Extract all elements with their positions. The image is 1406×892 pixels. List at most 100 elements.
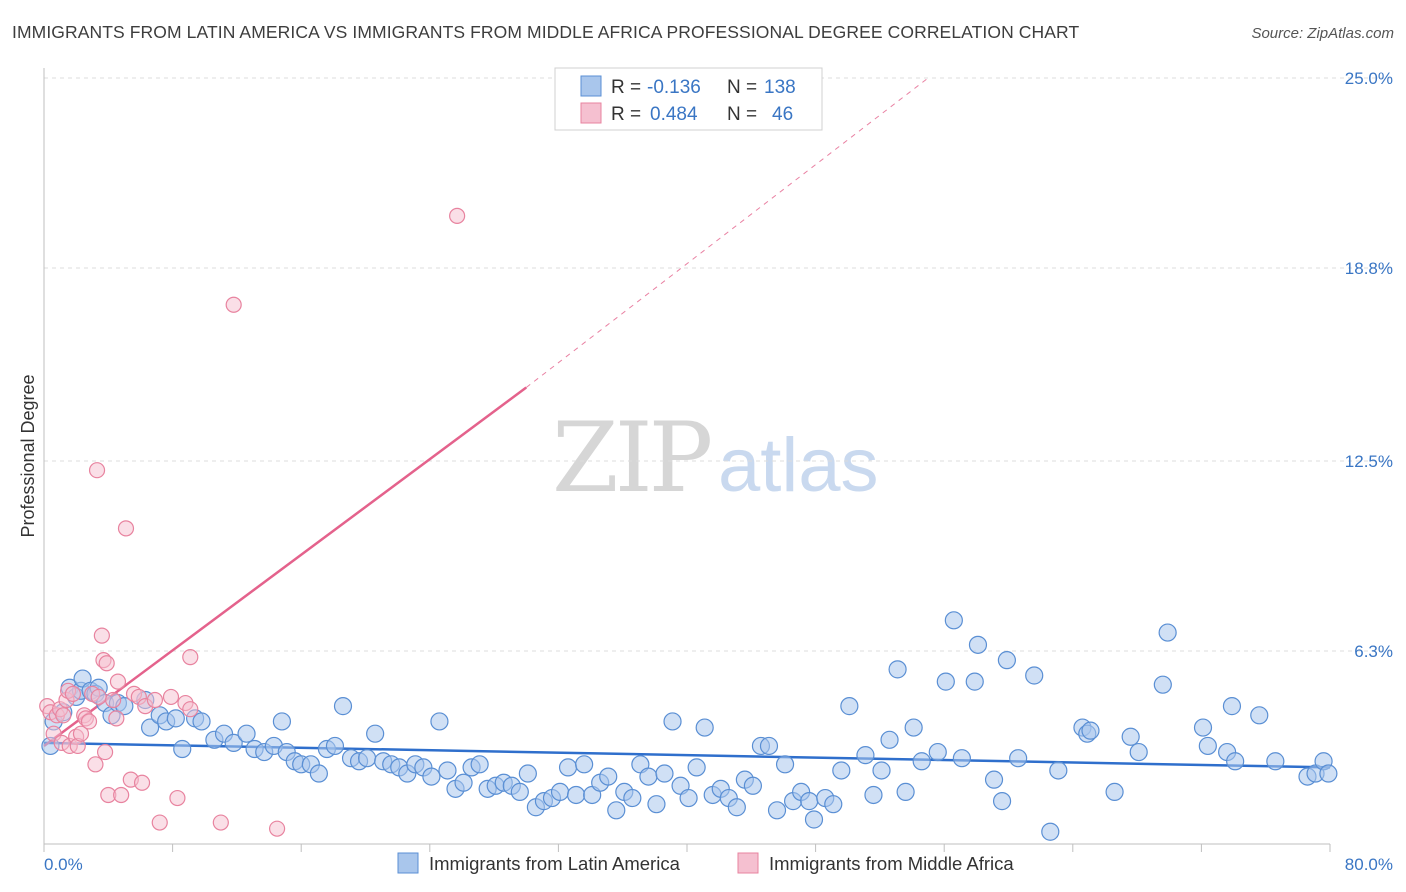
point-middle-africa-21 xyxy=(93,627,110,644)
point-latin-america-19 xyxy=(173,739,192,759)
point-latin-america-90 xyxy=(759,736,779,756)
point-middle-africa-37 xyxy=(151,814,168,831)
point-latin-america-128 xyxy=(1153,675,1172,694)
point-middle-africa-34 xyxy=(133,774,151,791)
x-tick-label-min: 0.0% xyxy=(44,855,83,874)
point-middle-africa-29 xyxy=(109,673,127,690)
point-middle-africa-45 xyxy=(268,820,286,837)
y-tick-label-0: 6.3% xyxy=(1354,642,1393,661)
point-latin-america-70 xyxy=(599,767,618,786)
chart-title: IMMIGRANTS FROM LATIN AMERICA VS IMMIGRA… xyxy=(12,22,1080,42)
point-latin-america-75 xyxy=(639,767,658,786)
point-latin-america-105 xyxy=(888,660,907,679)
y-axis-label: Professional Degree xyxy=(18,374,38,537)
legend-r-value-blue: -0.136 xyxy=(647,77,701,98)
point-latin-america-117 xyxy=(997,651,1016,670)
bottom-legend-label-blue: Immigrants from Latin America xyxy=(429,853,681,874)
watermark-atlas: atlas xyxy=(718,423,879,508)
point-latin-america-81 xyxy=(687,758,706,777)
source-credit: Source: ZipAtlas.com xyxy=(1251,25,1394,42)
point-latin-america-130 xyxy=(1193,718,1213,737)
point-latin-america-108 xyxy=(912,752,931,771)
stats-legend: R = -0.136 N = 138 R = 0.484 N = 46 xyxy=(554,67,823,131)
point-middle-africa-13 xyxy=(72,725,90,742)
point-latin-america-37 xyxy=(333,697,353,716)
point-latin-america-29 xyxy=(272,712,292,731)
point-middle-africa-10 xyxy=(64,685,82,702)
point-latin-america-106 xyxy=(896,782,915,802)
point-latin-america-73 xyxy=(623,788,642,808)
point-latin-america-59 xyxy=(510,782,529,802)
point-latin-america-18 xyxy=(166,709,185,728)
point-latin-america-103 xyxy=(872,761,891,780)
x-tick-label-max: 80.0% xyxy=(1345,855,1393,874)
bottom-legend-label-pink: Immigrants from Middle Africa xyxy=(769,853,1014,874)
point-latin-america-112 xyxy=(952,749,971,768)
point-latin-america-65 xyxy=(558,758,578,777)
point-latin-america-36 xyxy=(325,736,345,756)
point-latin-america-131 xyxy=(1198,736,1217,756)
point-latin-america-114 xyxy=(968,635,988,654)
y-tick-label-2: 18.8% xyxy=(1345,259,1393,278)
point-middle-africa-28 xyxy=(113,786,130,804)
legend-r-label-blue: R = xyxy=(611,77,641,98)
point-latin-america-49 xyxy=(430,712,449,731)
point-latin-america-118 xyxy=(1009,749,1028,768)
watermark: ZIP atlas xyxy=(552,402,879,514)
point-latin-america-110 xyxy=(936,672,955,691)
point-latin-america-71 xyxy=(607,801,626,820)
point-latin-america-124 xyxy=(1081,721,1100,740)
legend-n-value-pink: 46 xyxy=(772,104,793,125)
series-legend: Immigrants from Latin America Immigrants… xyxy=(397,852,1014,874)
point-latin-america-119 xyxy=(1025,666,1044,685)
point-latin-america-121 xyxy=(1049,761,1068,780)
point-latin-america-109 xyxy=(928,742,947,762)
legend-swatch-blue xyxy=(580,75,602,97)
legend-n-value-blue: 138 xyxy=(764,77,796,98)
point-latin-america-126 xyxy=(1121,727,1140,746)
point-latin-america-135 xyxy=(1250,706,1269,725)
point-middle-africa-38 xyxy=(162,688,180,706)
point-latin-america-104 xyxy=(880,730,899,749)
bottom-legend-swatch-pink xyxy=(737,852,759,874)
point-latin-america-41 xyxy=(366,724,385,743)
point-latin-america-113 xyxy=(965,672,984,691)
point-latin-america-91 xyxy=(767,801,787,820)
point-latin-america-34 xyxy=(309,764,328,783)
point-latin-america-82 xyxy=(695,718,714,737)
point-latin-america-99 xyxy=(832,761,851,780)
point-latin-america-127 xyxy=(1129,742,1148,762)
point-latin-america-78 xyxy=(663,712,682,731)
point-latin-america-50 xyxy=(438,761,457,780)
point-latin-america-25 xyxy=(237,724,256,743)
point-latin-america-125 xyxy=(1105,782,1124,802)
point-latin-america-52 xyxy=(454,773,473,792)
point-latin-america-134 xyxy=(1226,752,1245,771)
point-latin-america-100 xyxy=(840,697,859,716)
point-latin-america-77 xyxy=(655,764,674,783)
legend-n-label-pink: N = xyxy=(727,104,757,125)
point-latin-america-96 xyxy=(804,810,824,829)
point-middle-africa-16 xyxy=(80,713,98,730)
legend-r-label-pink: R = xyxy=(611,104,641,125)
point-latin-america-80 xyxy=(679,788,698,808)
point-middle-africa-27 xyxy=(108,710,125,727)
watermark-zip: ZIP xyxy=(552,402,711,514)
point-latin-america-116 xyxy=(992,792,1012,811)
point-latin-america-86 xyxy=(727,798,746,817)
point-latin-america-98 xyxy=(824,795,843,814)
bottom-legend-swatch-blue xyxy=(397,852,419,874)
point-latin-america-40 xyxy=(358,749,377,768)
point-middle-africa-39 xyxy=(169,789,186,807)
y-tick-label-1: 12.5% xyxy=(1345,452,1393,471)
trend-line-middle-africa xyxy=(43,386,527,747)
point-latin-america-76 xyxy=(647,795,666,814)
legend-r-value-pink: 0.484 xyxy=(650,104,698,125)
point-latin-america-66 xyxy=(566,785,586,805)
point-middle-africa-26 xyxy=(105,691,122,709)
point-latin-america-115 xyxy=(984,770,1004,789)
point-middle-africa-46 xyxy=(449,207,466,224)
point-latin-america-88 xyxy=(743,776,763,795)
point-middle-africa-24 xyxy=(96,743,114,761)
